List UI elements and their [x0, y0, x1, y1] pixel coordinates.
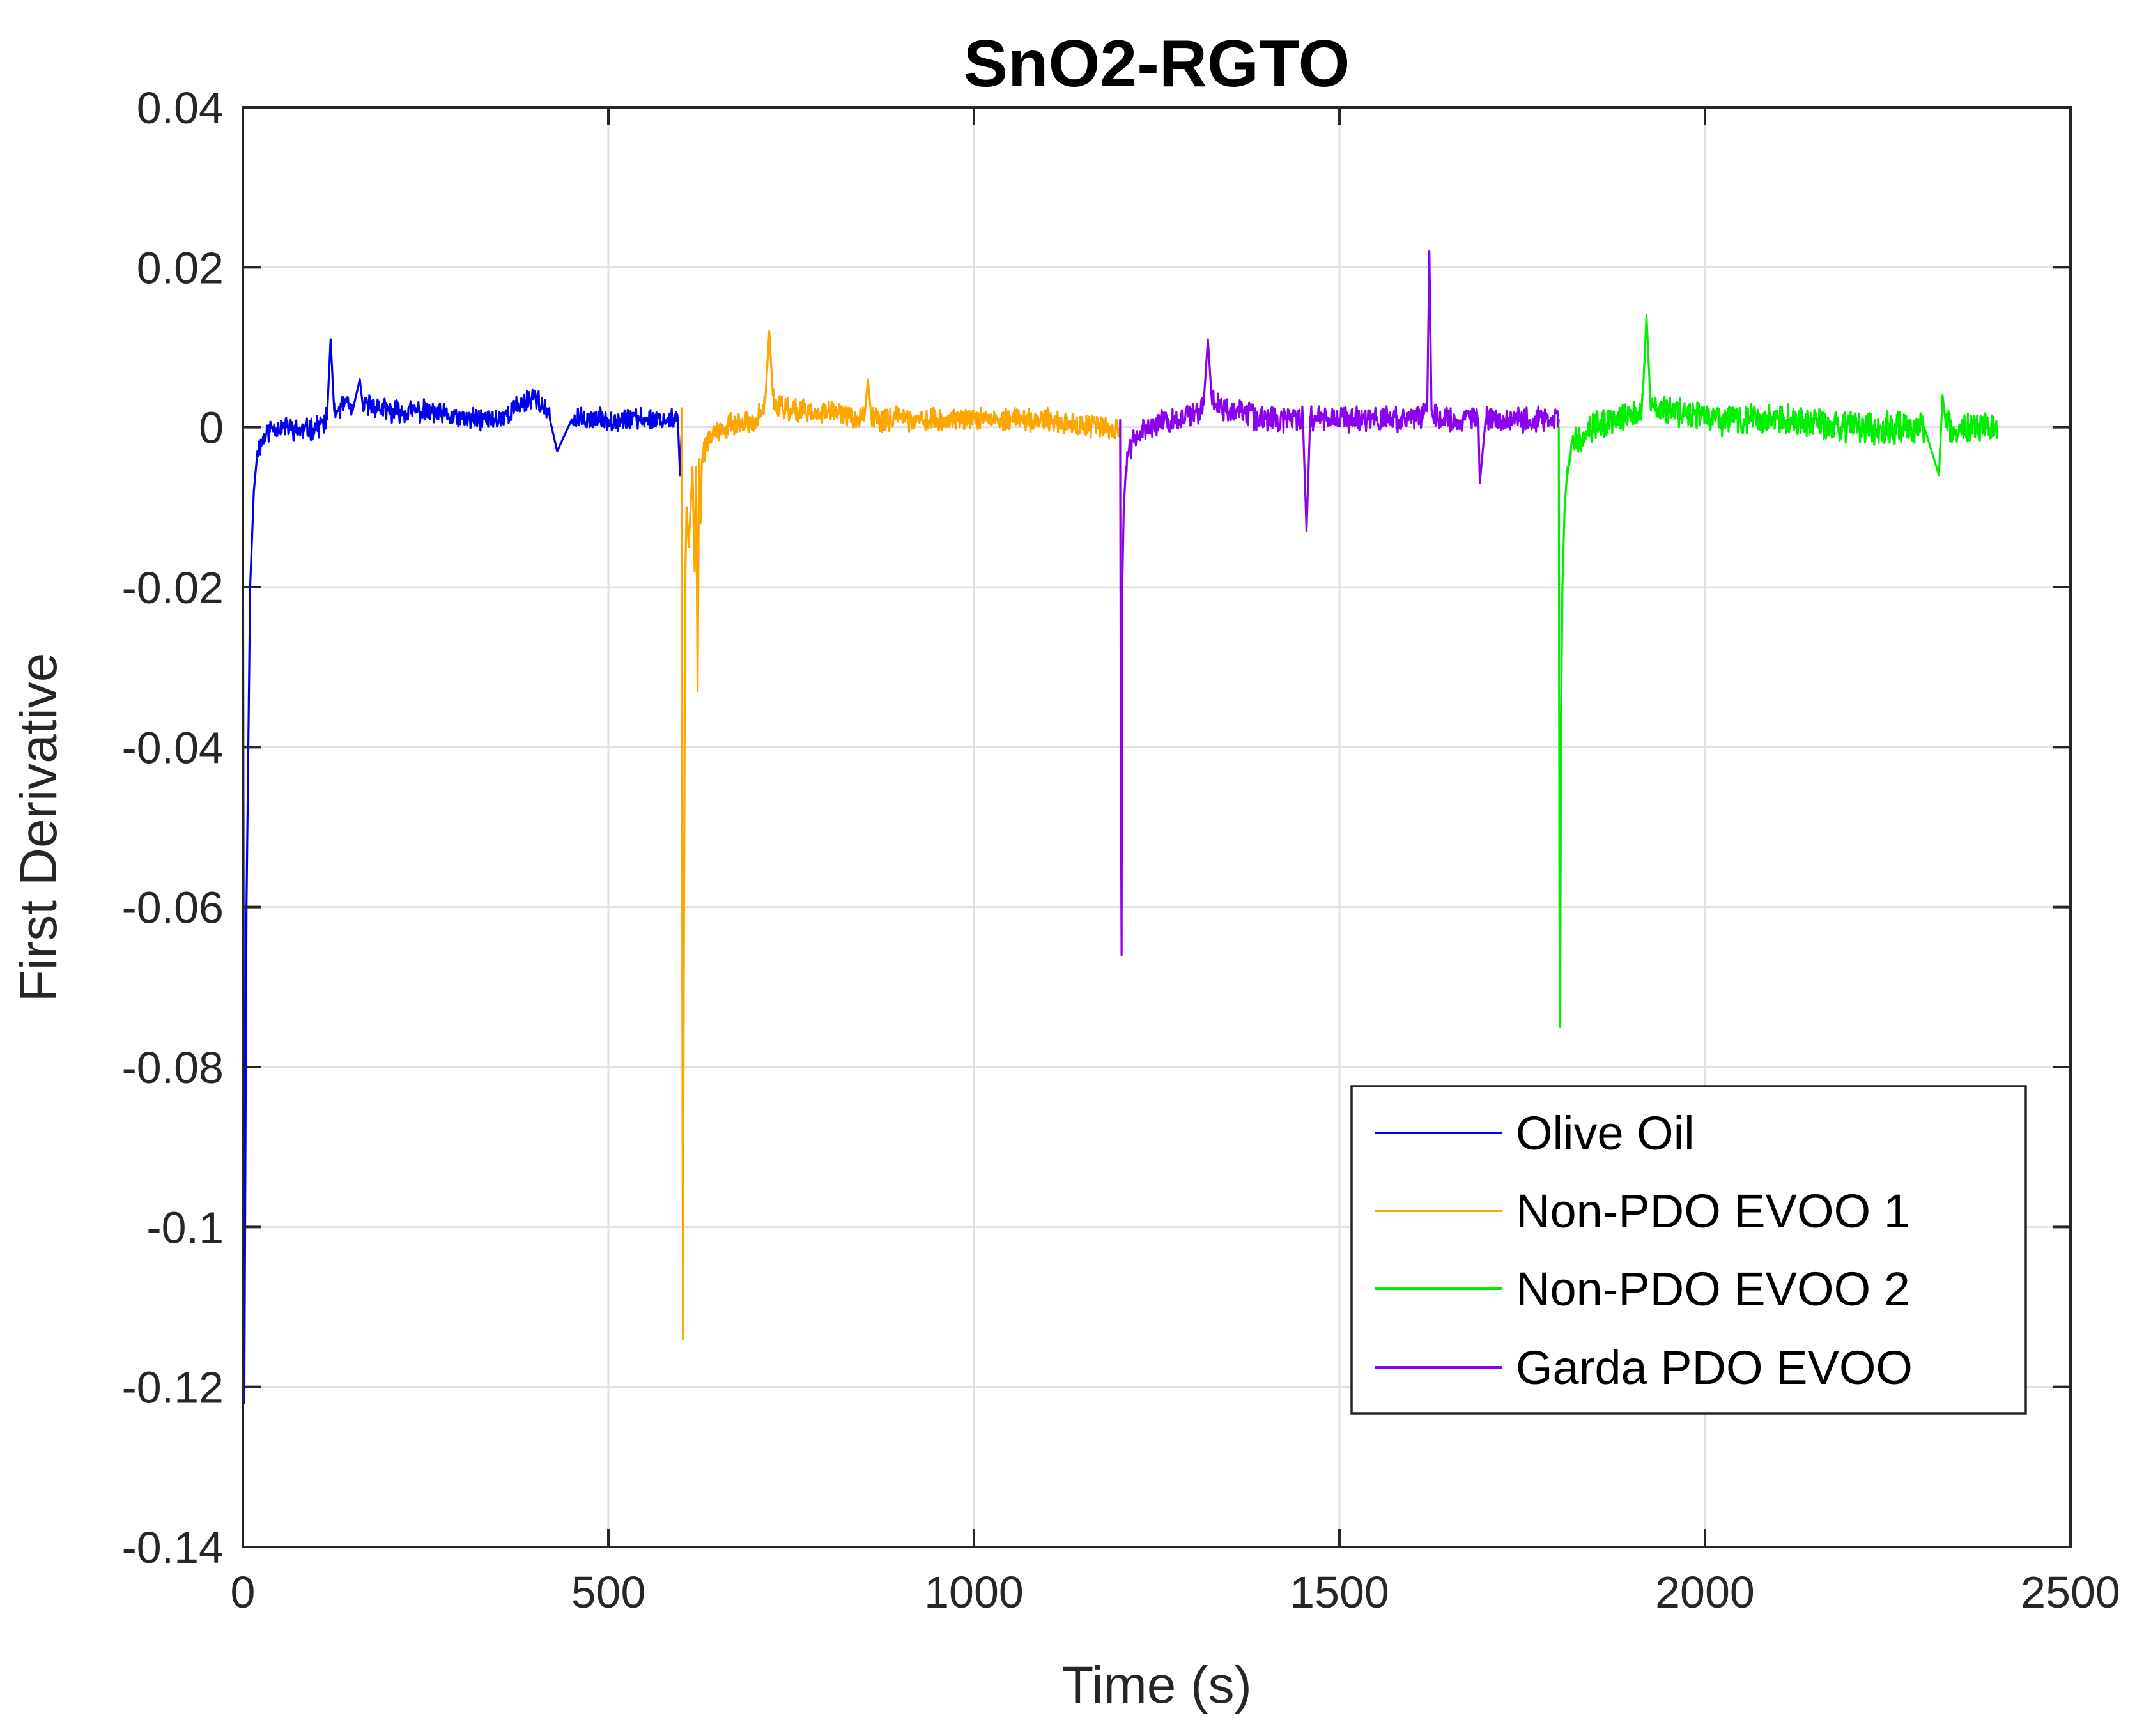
y-tick-label: -0.06 — [121, 883, 224, 933]
legend-label-olive-oil: Olive Oil — [1516, 1107, 1695, 1160]
y-tick-label: -0.04 — [121, 723, 224, 772]
legend-box — [1350, 1085, 2027, 1415]
x-tick-label: 2000 — [1655, 1567, 1755, 1617]
series-line-non-pdo-evoo-2 — [1557, 314, 1999, 1028]
y-tick-label: -0.08 — [121, 1043, 224, 1093]
y-tick-label: -0.02 — [121, 563, 224, 613]
x-tick-labels: 0 500 1000 1500 2000 2500 — [231, 1567, 2120, 1617]
series-layer — [242, 250, 1999, 1404]
x-tick-label: 1500 — [1290, 1567, 1389, 1617]
x-tick-label: 0 — [231, 1567, 256, 1617]
y-tick-labels: 0.04 0.02 0 -0.02 -0.04 -0.06 -0.08 -0.1 -0.12 -0… — [121, 83, 224, 1572]
axes-frame — [242, 106, 2072, 1548]
legend-label-garda-pdo-evoo: Garda PDO EVOO — [1516, 1341, 1913, 1394]
series-line-garda-pdo-evoo — [1119, 250, 1560, 956]
y-tick-label: -0.14 — [121, 1523, 224, 1572]
series-line-non-pdo-evoo-1 — [680, 330, 1122, 1340]
x-tick-label: 2500 — [2021, 1567, 2120, 1617]
series-line-olive-oil — [242, 338, 683, 1404]
chart-title: SnO2-RGTO — [964, 27, 1350, 101]
y-tick-label: -0.12 — [121, 1363, 224, 1413]
y-tick-label: 0 — [199, 403, 224, 453]
x-tick-label: 1000 — [924, 1567, 1024, 1617]
tick-marks — [242, 106, 2072, 1548]
x-tick-label: 500 — [571, 1567, 646, 1617]
legend: Olive Oil Non-PDO EVOO 1 Non-PDO EVOO 2 … — [1350, 1085, 2027, 1415]
y-tick-label: 0.04 — [137, 83, 224, 133]
x-axis-label: Time (s) — [1061, 1656, 1252, 1714]
legend-label-non-pdo-evoo-2: Non-PDO EVOO 2 — [1516, 1263, 1910, 1316]
y-tick-label: 0.02 — [137, 243, 224, 293]
y-tick-label: -0.1 — [146, 1202, 224, 1252]
y-axis-label: First Derivative — [10, 653, 68, 1002]
legend-label-non-pdo-evoo-1: Non-PDO EVOO 1 — [1516, 1185, 1910, 1238]
